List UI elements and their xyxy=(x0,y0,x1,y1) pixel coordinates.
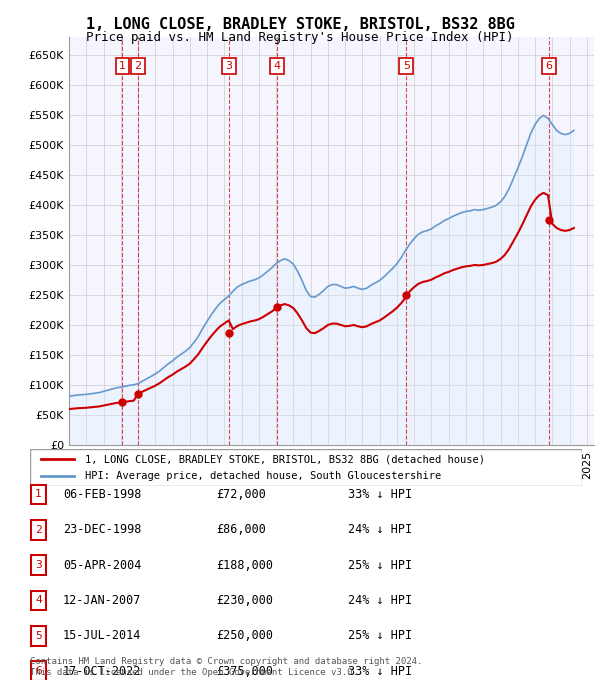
Text: 4: 4 xyxy=(35,596,42,605)
Text: 1, LONG CLOSE, BRADLEY STOKE, BRISTOL, BS32 8BG (detached house): 1, LONG CLOSE, BRADLEY STOKE, BRISTOL, B… xyxy=(85,454,485,464)
Text: Contains HM Land Registry data © Crown copyright and database right 2024.
This d: Contains HM Land Registry data © Crown c… xyxy=(30,657,422,677)
Text: 17-OCT-2022: 17-OCT-2022 xyxy=(63,664,142,678)
FancyBboxPatch shape xyxy=(31,662,46,680)
Text: £375,000: £375,000 xyxy=(216,664,273,678)
Text: 2: 2 xyxy=(134,61,141,71)
Text: 23-DEC-1998: 23-DEC-1998 xyxy=(63,523,142,537)
Text: 06-FEB-1998: 06-FEB-1998 xyxy=(63,488,142,501)
Text: 5: 5 xyxy=(35,631,42,641)
Text: £72,000: £72,000 xyxy=(216,488,266,501)
Text: 6: 6 xyxy=(545,61,552,71)
Text: 33% ↓ HPI: 33% ↓ HPI xyxy=(348,664,412,678)
Text: 2: 2 xyxy=(35,525,42,534)
Text: 1: 1 xyxy=(35,490,42,499)
Text: 24% ↓ HPI: 24% ↓ HPI xyxy=(348,523,412,537)
Text: 5: 5 xyxy=(403,61,410,71)
Text: 25% ↓ HPI: 25% ↓ HPI xyxy=(348,558,412,572)
FancyBboxPatch shape xyxy=(31,485,46,504)
Text: 33% ↓ HPI: 33% ↓ HPI xyxy=(348,488,412,501)
Text: 12-JAN-2007: 12-JAN-2007 xyxy=(63,594,142,607)
Text: 3: 3 xyxy=(226,61,232,71)
FancyBboxPatch shape xyxy=(30,449,582,486)
FancyBboxPatch shape xyxy=(31,520,46,539)
Text: 3: 3 xyxy=(35,560,42,570)
Text: 05-APR-2004: 05-APR-2004 xyxy=(63,558,142,572)
Text: 15-JUL-2014: 15-JUL-2014 xyxy=(63,629,142,643)
Text: 25% ↓ HPI: 25% ↓ HPI xyxy=(348,629,412,643)
Text: HPI: Average price, detached house, South Gloucestershire: HPI: Average price, detached house, Sout… xyxy=(85,471,442,481)
Text: 6: 6 xyxy=(35,666,42,676)
FancyBboxPatch shape xyxy=(31,591,46,610)
Text: 1: 1 xyxy=(119,61,126,71)
FancyBboxPatch shape xyxy=(31,556,46,575)
Text: £250,000: £250,000 xyxy=(216,629,273,643)
Text: 24% ↓ HPI: 24% ↓ HPI xyxy=(348,594,412,607)
Text: £188,000: £188,000 xyxy=(216,558,273,572)
Text: 1, LONG CLOSE, BRADLEY STOKE, BRISTOL, BS32 8BG: 1, LONG CLOSE, BRADLEY STOKE, BRISTOL, B… xyxy=(86,17,514,32)
FancyBboxPatch shape xyxy=(31,626,46,645)
Text: £230,000: £230,000 xyxy=(216,594,273,607)
Text: £86,000: £86,000 xyxy=(216,523,266,537)
Text: Price paid vs. HM Land Registry's House Price Index (HPI): Price paid vs. HM Land Registry's House … xyxy=(86,31,514,44)
Text: 4: 4 xyxy=(273,61,280,71)
